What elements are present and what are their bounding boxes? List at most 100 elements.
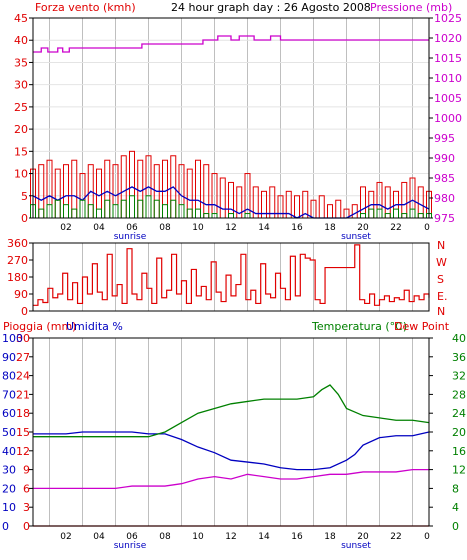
humidity-tick-label: 100 [2,332,23,345]
x-tick-label: 18 [324,223,336,233]
x-tick-label: 0 [424,223,430,233]
wind-axis-ticks: 45 40 35 30 25 20 15 10 5 0 [14,12,33,225]
x-tick-label: 16 [291,223,303,233]
x-tick-label: 10 [192,223,204,233]
x-tick-label: 12 [225,223,236,233]
x-tick-label: 16 [291,532,303,542]
temp-panel-data [33,384,430,527]
temperature-tick-label: 24 [452,407,466,420]
pressure-tick-label: 990 [434,152,455,165]
wind-tick-label: 25 [14,101,28,114]
direction-axis-ticks: 360 270 180 90 0 [7,237,33,318]
compass-n-bottom: N [437,305,445,318]
direction-tick-label: 270 [7,254,28,267]
direction-tick-label: 360 [7,237,28,250]
wind-panel-x-ticks: 02 04 06 08 10 12 14 16 18 20 22 0 [60,223,430,233]
pressure-tick-label: 1010 [434,72,462,85]
temperature-tick-label: 20 [452,426,466,439]
humidity-tick-label: 50 [2,426,16,439]
x-tick-label: 10 [192,532,204,542]
x-tick-label: 12 [225,532,236,542]
pressure-tick-label: 1020 [434,32,462,45]
pressure-axis-title: Pressione (mb) [370,1,452,14]
rain-tick-label: 15 [16,426,30,439]
temperature-tick-label: 0 [452,520,459,533]
pressure-tick-label: 980 [434,192,455,205]
direction-panel-data [33,244,430,306]
wind-tick-label: 15 [14,145,28,158]
rain-tick-label: 6 [23,482,30,495]
pressure-axis-ticks: 1025 1020 1015 1010 1005 1000 995 990 985 980 975 [429,12,462,225]
wind-tick-label: 35 [14,56,28,69]
temperature-tick-label: 8 [452,482,459,495]
temperature-tick-label: 40 [452,332,466,345]
x-tick-label: 18 [324,532,336,542]
temp-panel-x-ticks: 02 04 06 08 10 12 14 16 18 20 22 0 [60,532,430,542]
temperature-tick-label: 4 [452,501,459,514]
rain-tick-label: 12 [16,445,30,458]
sunset-label-1: sunset [341,232,371,242]
x-tick-label: 02 [60,223,71,233]
x-tick-label: 06 [126,532,138,542]
x-tick-label: 20 [357,223,369,233]
sunset-label-2: sunset [341,541,371,551]
temperature-tick-label: 28 [452,388,466,401]
rain-tick-label: 27 [16,351,30,364]
humidity-tick-label: 30 [2,464,16,477]
x-tick-label: 02 [60,532,71,542]
mean-line [32,186,430,219]
rain-tick-label: 9 [23,464,30,477]
wind-tick-label: 0 [21,212,28,225]
pressure-tick-label: 1015 [434,52,462,65]
direction-line [33,244,430,306]
direction-tick-label: 90 [14,288,28,301]
x-tick-label: 22 [390,532,401,542]
compass-e: E. [437,290,447,303]
pressure-tick-label: 995 [434,132,455,145]
pressure-tick-label: 975 [434,212,455,225]
x-tick-label: 14 [258,223,270,233]
direction-tick-label: 0 [21,305,28,318]
rain-tick-label: 3 [23,501,30,514]
rain-tick-label: 0 [23,520,30,533]
compass-n-top: N [437,239,445,252]
sunrise-label-1: sunrise [114,232,147,242]
pressure-tick-label: 1000 [434,112,462,125]
humidity-tick-label: 60 [2,407,16,420]
direction-panel-grid [49,243,413,311]
temperature-tick-label: 32 [452,370,466,383]
humidity-tick-label: 10 [2,501,16,514]
humidity-tick-label: 70 [2,388,16,401]
temperature-tick-label: 16 [452,445,466,458]
x-tick-label: 04 [93,223,105,233]
x-tick-label: 14 [258,532,270,542]
wind-tick-label: 40 [14,34,28,47]
rain-tick-label: 30 [16,332,30,345]
wind-axis-title: Forza vento (kmh) [35,1,136,14]
wind-tick-label: 30 [14,79,28,92]
humidity-tick-label: 90 [2,351,16,364]
humidity-tick-label: 40 [2,445,16,458]
x-tick-label: 22 [390,223,401,233]
pressure-tick-label: 1025 [434,12,462,25]
wind-tick-label: 45 [14,12,28,25]
wind-tick-label: 5 [21,190,28,203]
humidity-tick-label: 80 [2,370,16,383]
x-tick-label: 08 [159,223,171,233]
header-title: 24 hour graph day : 26 Agosto 2008 [171,1,371,14]
rain-tick-label: 24 [16,370,30,383]
compass-w: W [436,256,447,269]
x-tick-label: 08 [159,532,171,542]
umidita-line [33,431,430,471]
wind-tick-label: 10 [14,168,28,181]
temperatura-c-line [33,384,430,438]
humidity-tick-label: 0 [2,520,9,533]
rain-tick-label: 18 [16,407,30,420]
humidity-axis-title: Umidita % [66,320,123,333]
humidity-tick-label: 20 [2,482,16,495]
